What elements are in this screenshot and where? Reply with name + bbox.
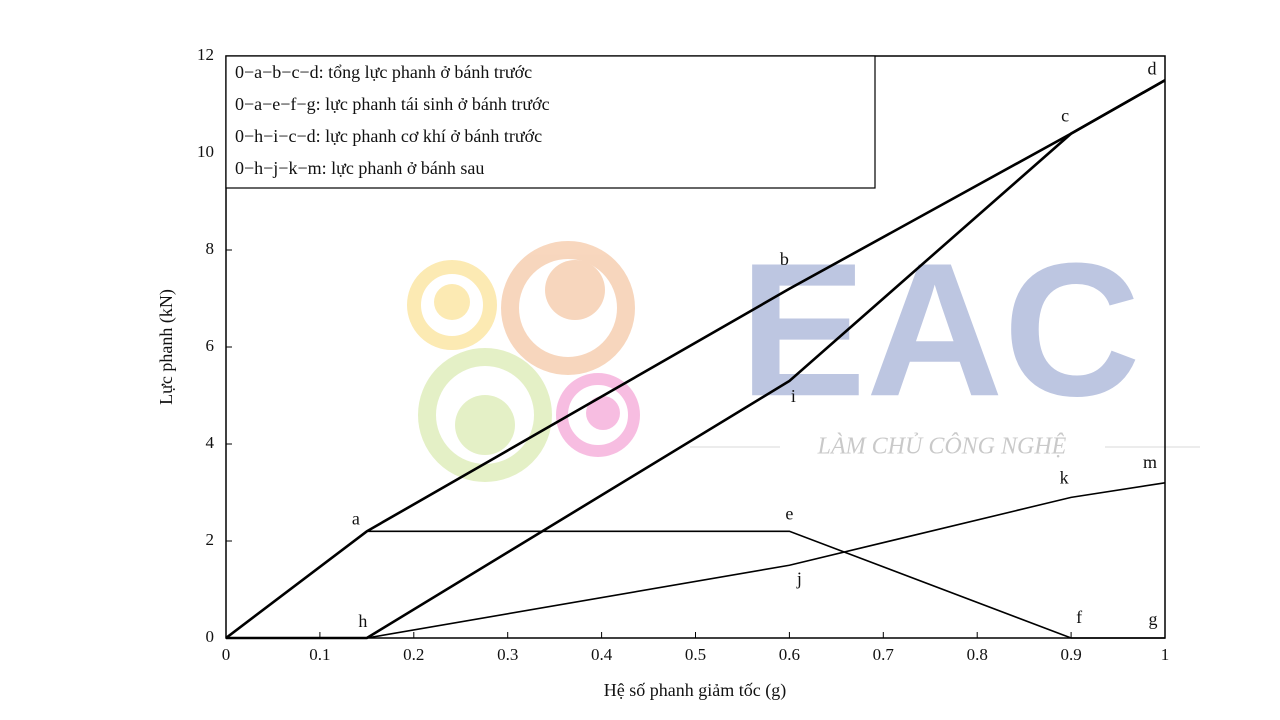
y-tick-label: 10: [197, 142, 214, 161]
x-tick-label: 0.3: [497, 645, 518, 664]
logo-text: EAC: [739, 224, 1140, 436]
x-tick-label: 0: [222, 645, 231, 664]
y-tick-label: 6: [206, 336, 215, 355]
logo-shape: [556, 373, 640, 457]
point-label: b: [780, 249, 789, 269]
series-line: [226, 482, 1166, 639]
point-label: d: [1148, 58, 1157, 78]
legend-entry: 0−a−b−c−d: tổng lực phanh ở bánh trước: [235, 62, 532, 82]
logo-shape: [501, 241, 635, 375]
logo-tagline: LÀM CHỦ CÔNG NGHỆ: [817, 433, 1067, 460]
logo-shape: [455, 395, 515, 455]
point-label: h: [358, 611, 367, 631]
point-label: k: [1060, 467, 1069, 487]
x-tick-label: 0.9: [1060, 645, 1081, 664]
series-line: [225, 530, 1165, 639]
logo-shape: [434, 284, 470, 320]
point-label: j: [796, 568, 802, 588]
legend-box: [225, 55, 876, 189]
point-label: m: [1143, 452, 1157, 472]
point-label: c: [1061, 106, 1069, 126]
x-tick-label: 1: [1161, 645, 1170, 664]
x-tick-label: 0.1: [309, 645, 330, 664]
x-tick-label: 0.8: [967, 645, 988, 664]
logo-shape: [586, 396, 620, 430]
legend-entry: 0−a−e−f−g: lực phanh tái sinh ở bánh trư…: [235, 94, 550, 114]
legend-entry: 0−h−i−c−d: lực phanh cơ khí ở bánh trước: [235, 126, 542, 146]
watermark: EAC LÀM CHỦ CÔNG NGHỆ: [407, 224, 1200, 482]
x-tick-label: 0.4: [591, 645, 613, 664]
y-tick-label: 8: [206, 239, 215, 258]
legend-entry: 0−h−j−k−m: lực phanh ở bánh sau: [235, 158, 484, 178]
logo-shape: [407, 260, 497, 350]
x-axis-title: Hệ số phanh giảm tốc (g): [604, 680, 786, 701]
y-tick-label: 2: [206, 530, 215, 549]
x-tick-label: 0.5: [685, 645, 706, 664]
point-label: e: [785, 503, 793, 523]
y-tick-label: 0: [206, 627, 215, 646]
logo-shape: [545, 260, 605, 320]
point-label: f: [1076, 607, 1082, 627]
x-tick-label: 0.6: [779, 645, 800, 664]
y-axis-title: Lực phanh (kN): [156, 289, 177, 405]
point-label: g: [1149, 609, 1158, 629]
logo-shape: [418, 348, 552, 482]
y-tick-label: 12: [197, 45, 214, 64]
y-tick-label: 4: [206, 433, 215, 452]
point-label: a: [352, 508, 360, 528]
point-label: i: [791, 386, 796, 406]
x-tick-label: 0.2: [403, 645, 424, 664]
x-tick-label: 0.7: [873, 645, 895, 664]
